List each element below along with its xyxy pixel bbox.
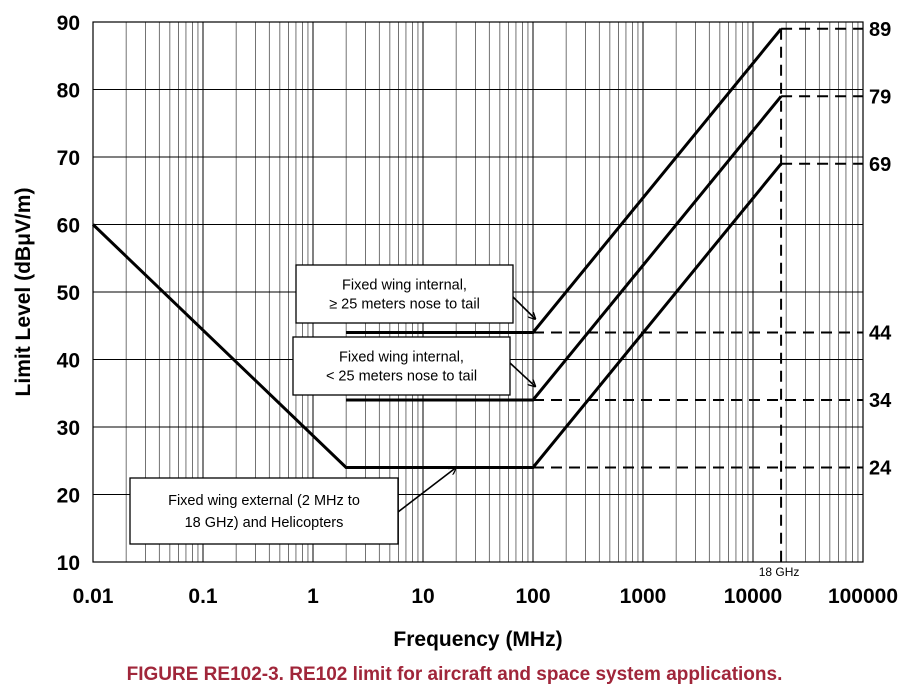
- reference-label: 44: [869, 323, 892, 345]
- y-tick-label: 90: [57, 12, 80, 35]
- y-axis-title: Limit Level (dBμV/m): [12, 188, 35, 397]
- annotation-arrow: [512, 296, 535, 319]
- reference-label: 69: [869, 154, 891, 176]
- x-tick-label: 10: [411, 585, 434, 608]
- annotations: Fixed wing internal, ≥ 25 meters nose to …: [129, 264, 535, 545]
- x-tick-label: 0.1: [188, 585, 218, 608]
- annotation-text: Fixed wing internal,: [339, 349, 464, 365]
- reference-label: 79: [869, 86, 891, 108]
- reference-label: 89: [869, 19, 891, 41]
- annotation-text: Fixed wing internal,: [342, 277, 467, 293]
- annotation-box: [129, 477, 399, 545]
- tick-labels: 0.01 0.1 1 10 100 1000 10000 100000 10 20 30 40 50 60…: [57, 12, 898, 608]
- y-tick-label: 50: [57, 282, 80, 305]
- plot-frame: [92, 21, 864, 563]
- annotation-text: < 25 meters nose to tail: [326, 369, 477, 385]
- y-tick-label: 40: [57, 350, 80, 373]
- reference-label: 34: [869, 390, 892, 412]
- x-axis-title: Frequency (MHz): [393, 628, 562, 651]
- limit-line: [346, 27, 783, 334]
- x-tick-label: 0.01: [73, 585, 114, 608]
- y-tick-label: 10: [57, 552, 80, 575]
- reference-label: 24: [869, 458, 892, 480]
- limit-line: [346, 95, 783, 402]
- limit-line: [91, 162, 783, 469]
- figure-caption: FIGURE RE102-3. RE102 limit for aircraft…: [126, 664, 783, 685]
- y-tick-label: 30: [57, 417, 80, 440]
- x-tick-label: 10000: [724, 585, 782, 608]
- annotation-box: [292, 336, 511, 396]
- y-tick-label: 70: [57, 147, 80, 170]
- x-tick-label: 1: [307, 585, 319, 608]
- annotation-arrow: [509, 362, 535, 387]
- x-tick-label: 100000: [828, 585, 898, 608]
- annotation-text: ≥ 25 meters nose to tail: [329, 297, 480, 313]
- vertical-marker-label: 18 GHz: [759, 565, 800, 579]
- x-tick-label: 1000: [620, 585, 667, 608]
- annotation-box: [295, 264, 514, 324]
- grid: [92, 21, 864, 563]
- x-tick-label: 100: [515, 585, 550, 608]
- annotation-text: Fixed wing external (2 MHz to: [168, 493, 360, 509]
- y-tick-label: 80: [57, 80, 80, 103]
- y-tick-label: 60: [57, 215, 80, 238]
- annotation-arrow: [397, 468, 456, 513]
- annotation-text: 18 GHz) and Helicopters: [185, 515, 344, 531]
- chart-svg: 89 79 69 44 34 24 18 GHz Fixed wing internal, ≥…: [12, 12, 898, 651]
- series-lines: [91, 27, 783, 469]
- y-tick-label: 20: [57, 485, 80, 508]
